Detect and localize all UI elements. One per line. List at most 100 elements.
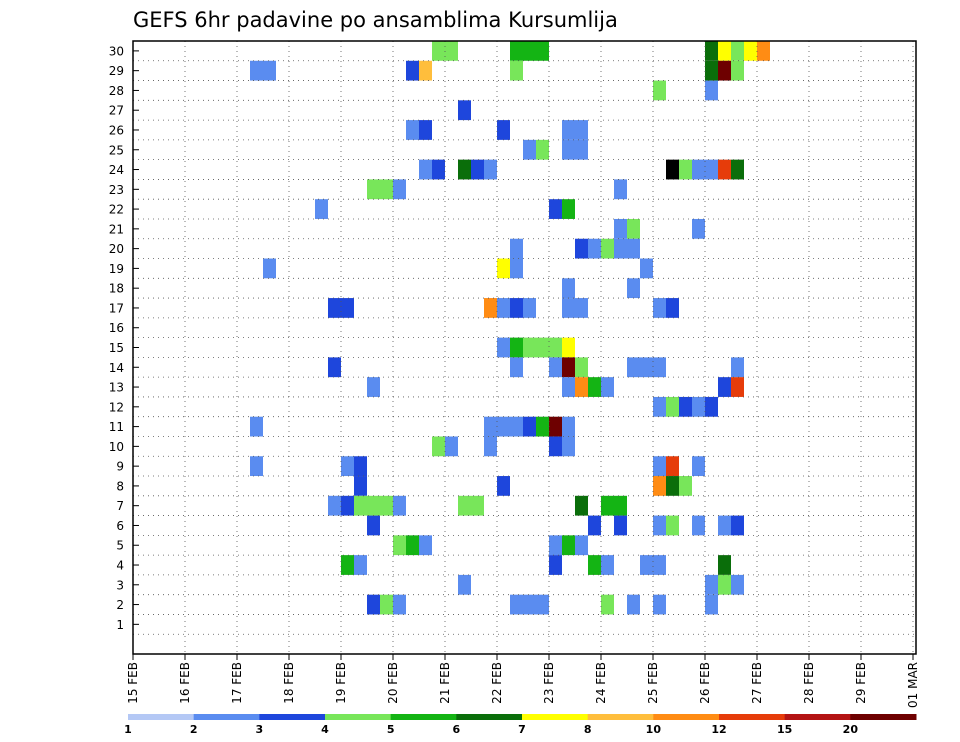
heatmap-cell	[315, 199, 328, 219]
heatmap-cell	[419, 159, 432, 180]
color-legend: 1 2 3 4 5 6 7 8 10 12 15 20	[124, 714, 917, 736]
y-tick-label: 1	[116, 618, 124, 632]
heatmap-cell	[757, 41, 770, 61]
x-tick-label: 19 FEB	[334, 662, 348, 704]
heatmap-cell	[536, 139, 549, 160]
legend-swatch	[587, 714, 654, 720]
legend-swatch	[522, 714, 589, 720]
heatmap-cell	[458, 159, 471, 180]
y-tick-label: 10	[109, 440, 124, 454]
legend-label: 1	[124, 723, 132, 736]
heatmap-cell	[679, 396, 692, 417]
heatmap-cell	[562, 436, 575, 457]
y-tick-label: 21	[109, 222, 124, 236]
heatmap-cell	[523, 41, 536, 61]
y-tick-label: 25	[109, 143, 124, 157]
heatmap-cell	[367, 515, 380, 536]
y-tick-label: 17	[109, 301, 124, 315]
x-tick-label: 24 FEB	[594, 662, 608, 704]
heatmap-cell	[523, 298, 536, 318]
heatmap-cell	[575, 238, 588, 259]
heatmap-cell	[510, 298, 523, 318]
heatmap-cell	[341, 495, 354, 516]
heatmap-cell	[653, 396, 666, 417]
x-tick-label: 16 FEB	[178, 662, 192, 704]
legend-swatch	[719, 714, 786, 720]
heatmap-cell	[562, 535, 575, 556]
heatmap-cell	[328, 495, 341, 516]
heatmap-cell	[263, 258, 276, 279]
heatmap-cell	[718, 159, 731, 180]
heatmap-cell	[692, 456, 705, 477]
heatmap-cell	[601, 555, 614, 575]
x-tick-label: 18 FEB	[282, 662, 296, 704]
legend-label: 6	[453, 723, 461, 736]
heatmap-cell	[666, 476, 679, 496]
legend-label: 3	[256, 723, 264, 736]
heatmap-cell	[614, 238, 640, 259]
heatmap-cell	[666, 298, 679, 318]
heatmap-cell	[653, 515, 666, 536]
heatmap-cell	[692, 396, 705, 417]
heatmap-cell	[562, 337, 575, 358]
heatmap-cell	[653, 476, 666, 496]
heatmap-cell	[523, 337, 562, 358]
heatmap-cell	[497, 476, 510, 496]
heatmap-cell	[718, 574, 731, 595]
heatmap-cell	[406, 60, 419, 81]
heatmap-cell	[510, 238, 523, 259]
y-tick-label: 20	[109, 242, 124, 256]
legend-swatch	[193, 714, 260, 720]
heatmap-cell	[588, 515, 601, 536]
heatmap-cell	[705, 396, 718, 417]
heatmap-cell	[354, 476, 367, 496]
heatmap-cell	[653, 456, 666, 477]
heatmap-cell	[406, 535, 419, 556]
heatmap-cell	[562, 416, 575, 437]
heatmap-cell	[458, 495, 484, 516]
y-tick-label: 3	[116, 578, 124, 592]
y-tick-label: 14	[109, 361, 124, 375]
heatmap-cell	[705, 60, 718, 81]
legend-label: 15	[777, 723, 792, 736]
x-tick-label: 29 FEB	[854, 662, 868, 704]
heatmap-cell	[627, 278, 640, 299]
heatmap-cell	[640, 555, 666, 575]
legend-label: 12	[711, 723, 726, 736]
legend-label: 10	[646, 723, 662, 736]
heatmap-cell	[250, 416, 263, 437]
legend-label: 2	[190, 723, 198, 736]
heatmap-cell	[523, 416, 536, 437]
y-tick-label: 26	[109, 123, 124, 137]
y-tick-label: 12	[109, 400, 124, 414]
heatmap-cell	[250, 60, 276, 81]
x-tick-label: 01 MAR	[906, 662, 920, 708]
legend-swatch	[850, 714, 917, 720]
heatmap-cell	[679, 476, 692, 496]
heatmap-cell	[575, 357, 588, 378]
heatmap-cell	[393, 535, 406, 556]
heatmap-cell	[536, 416, 549, 437]
heatmap-cell	[666, 456, 679, 477]
heatmap-cell	[718, 515, 731, 536]
heatmap-cell	[484, 416, 523, 437]
x-tick-label: 22 FEB	[490, 662, 504, 704]
x-tick-label: 15 FEB	[126, 662, 140, 704]
y-tick-label: 16	[109, 321, 124, 335]
heatmap-cell	[627, 594, 640, 615]
y-tick-label: 15	[109, 341, 124, 355]
heatmap-cell	[731, 60, 744, 81]
x-tick-label: 21 FEB	[438, 662, 452, 704]
x-axis-ticks: 15 FEB 16 FEB 17 FEB 18 FEB 19 FEB 20 FEB 21 F…	[126, 654, 920, 708]
heatmap-cell	[419, 60, 432, 81]
heatmap-cell	[627, 357, 640, 378]
heatmap-cell	[510, 594, 523, 615]
y-tick-label: 4	[116, 559, 124, 573]
heatmap-cell	[705, 41, 718, 61]
heatmap-cell	[562, 298, 588, 318]
heatmap-cell	[445, 41, 458, 61]
heatmap-cell	[588, 377, 601, 397]
y-tick-label: 11	[109, 420, 124, 434]
heatmap-cell	[354, 495, 367, 516]
